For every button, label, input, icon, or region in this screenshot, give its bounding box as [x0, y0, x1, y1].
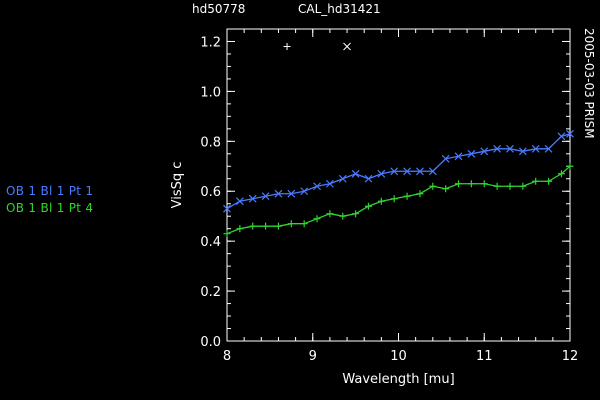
data-point-plus-marker	[364, 202, 372, 210]
annotation-marker	[343, 42, 351, 51]
data-point-plus-marker	[377, 197, 385, 205]
data-point-plus-marker	[403, 192, 411, 200]
legend-label-1: OB 1 Bl 1 Pt 1	[6, 184, 94, 198]
data-point-plus-marker	[274, 222, 282, 230]
data-point-x-marker	[403, 167, 411, 176]
data-point-x-marker	[566, 129, 574, 138]
y-axis-label: VisSq c	[170, 162, 185, 209]
data-point-plus-marker	[519, 182, 527, 190]
x-tick-label: 9	[309, 349, 317, 364]
data-point-x-marker	[416, 167, 424, 176]
x-tick-label: 12	[562, 349, 579, 364]
data-point-x-marker	[300, 187, 309, 196]
data-point-x-marker	[338, 174, 347, 183]
data-point-plus-marker	[557, 170, 565, 178]
data-point-plus-marker	[287, 220, 295, 228]
y-tick-label: 1.2	[200, 35, 221, 50]
legend-entry-2: OB 1 Bl 1 Pt 4	[6, 201, 93, 215]
data-point-plus-marker	[339, 212, 347, 220]
annotation-marker	[283, 42, 291, 50]
data-point-plus-marker	[545, 177, 553, 185]
data-point-x-marker	[506, 144, 514, 153]
data-point-plus-marker	[416, 190, 424, 198]
data-point-x-marker	[235, 197, 244, 206]
x-axis-label: Wavelength [mu]	[342, 372, 454, 387]
data-point-plus-marker	[506, 182, 514, 190]
data-point-x-marker	[261, 192, 270, 201]
data-point-plus-marker	[566, 162, 574, 170]
data-point-plus-marker	[236, 225, 244, 233]
legend-label-2: OB 1 Bl 1 Pt 4	[6, 201, 94, 215]
x-tick-label: 11	[476, 349, 493, 364]
data-point-plus-marker	[262, 222, 270, 230]
data-point-x-marker	[544, 144, 553, 153]
target-name: hd50778	[192, 2, 246, 16]
data-point-plus-marker	[223, 230, 231, 238]
data-point-x-marker	[364, 174, 373, 183]
data-point-plus-marker	[352, 210, 360, 218]
y-tick-label: 0.0	[200, 335, 221, 350]
data-point-x-marker	[287, 189, 296, 198]
legend-entry-1: OB 1 Bl 1 Pt 1	[6, 184, 93, 198]
y-tick-label: 0.2	[200, 285, 221, 300]
data-point-x-marker	[248, 194, 257, 203]
data-point-plus-marker	[467, 180, 475, 188]
data-point-x-marker	[467, 149, 476, 158]
data-point-x-marker	[531, 144, 540, 153]
data-point-plus-marker	[480, 180, 488, 188]
data-point-plus-marker	[455, 180, 463, 188]
x-tick-label: 10	[390, 349, 407, 364]
data-point-x-marker	[441, 154, 450, 163]
data-point-plus-marker	[429, 182, 437, 190]
plot-frame	[226, 28, 571, 342]
data-point-plus-marker	[532, 177, 540, 185]
data-point-x-marker	[428, 167, 437, 176]
data-point-x-marker	[377, 169, 386, 178]
data-point-x-marker	[454, 152, 463, 161]
data-point-plus-marker	[493, 182, 501, 190]
series-line-1	[226, 133, 571, 210]
y-tick-label: 0.6	[200, 185, 221, 200]
data-point-x-marker	[351, 169, 360, 178]
data-point-x-marker	[390, 167, 399, 176]
data-point-x-marker	[480, 147, 489, 156]
data-point-plus-marker	[442, 185, 450, 193]
series-line-2	[226, 165, 571, 235]
data-point-plus-marker	[326, 210, 334, 218]
y-tick-label: 0.8	[200, 135, 221, 150]
data-point-x-marker	[223, 204, 231, 213]
data-point-plus-marker	[390, 195, 398, 203]
y-tick-label: 0.4	[200, 235, 221, 250]
y-tick-label: 1.0	[200, 85, 221, 100]
data-point-x-marker	[313, 182, 321, 191]
data-point-x-marker	[274, 189, 283, 198]
data-point-plus-marker	[249, 222, 257, 230]
data-point-x-marker	[557, 132, 566, 141]
data-point-x-marker	[518, 147, 527, 156]
data-point-x-marker	[493, 144, 502, 153]
data-point-plus-marker	[313, 215, 321, 223]
data-point-x-marker	[325, 179, 334, 188]
calibrator-name: CAL_hd31421	[298, 2, 381, 16]
data-point-plus-marker	[300, 220, 308, 228]
x-tick-label: 8	[223, 349, 231, 364]
